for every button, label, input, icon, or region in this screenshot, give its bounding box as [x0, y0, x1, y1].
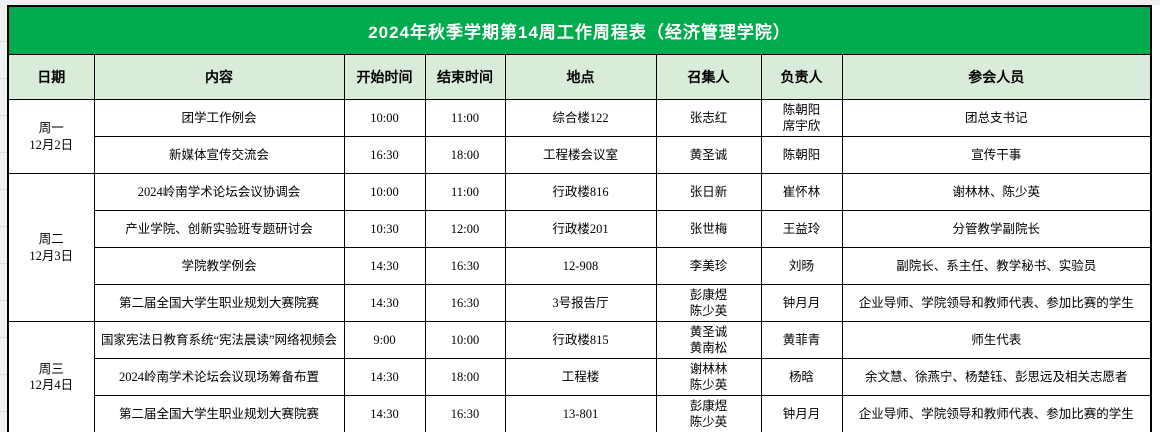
- spreadsheet-top-strip: [0, 0, 1160, 5]
- cell-participants[interactable]: 余文慧、徐燕宁、杨楚钰、彭思远及相关志愿者: [841, 358, 1152, 396]
- cell-participants[interactable]: 企业导师、学院领导和教师代表、参加比赛的学生: [841, 395, 1152, 432]
- schedule-table: 2024年秋季学期第14周工作周程表（经济管理学院） 日期 内容 开始时间 结束时间地…: [7, 5, 1153, 432]
- cell-content[interactable]: 国家宪法日教育系统“宪法晨读”网络视频会: [93, 321, 345, 359]
- cell-participants[interactable]: 团总支书记: [841, 99, 1152, 137]
- date-cell-day2[interactable]: 周二 12月3日: [7, 173, 95, 322]
- schedule-row: 周一 12月2日 团学工作例会 10:00 11:00 综合楼122 张志红 陈朝阳 席宇欣…: [7, 99, 1152, 174]
- cell-end-time[interactable]: 11:00: [424, 99, 506, 137]
- cell-convener[interactable]: 谢林林 陈少英: [655, 358, 762, 396]
- cell-end-time[interactable]: 16:30: [424, 395, 506, 432]
- cell-convener[interactable]: 张世梅: [655, 210, 762, 248]
- date-cell-day3[interactable]: 周三 12月4日: [7, 321, 95, 432]
- cell-location[interactable]: 工程楼会议室: [504, 136, 657, 174]
- cell-leader[interactable]: 钟月月: [760, 395, 843, 432]
- schedule-row: 新媒体宣传交流会 16:30 18:00 工程楼会议室 黄圣诚 陈朝阳 宣传干事: [8, 136, 1152, 174]
- cell-leader[interactable]: 陈朝阳 席宇欣: [760, 99, 843, 137]
- column-header-row: 日期 内容 开始时间 结束时间 地点 召集人 负责人 参会人员: [7, 54, 1152, 100]
- schedule-row: 产业学院、创新实验班专题研讨会 10:30 12:00 行政楼201 张世梅 王益玲 分管教…: [8, 210, 1152, 248]
- cell-convener[interactable]: 李美珍: [655, 247, 762, 285]
- cell-start-time[interactable]: 14:30: [343, 358, 426, 396]
- cell-start-time[interactable]: 10:00: [343, 173, 426, 211]
- cell-participants[interactable]: 分管教学副院长: [841, 210, 1152, 248]
- cell-content[interactable]: 第二届全国大学生职业规划大赛院赛: [93, 284, 345, 322]
- cell-participants[interactable]: 副院长、系主任、教学秘书、实验员: [841, 247, 1152, 285]
- cell-leader[interactable]: 黄菲青: [760, 321, 843, 359]
- cell-start-time[interactable]: 10:00: [343, 99, 426, 137]
- date-cell-day1[interactable]: 周一 12月2日: [7, 99, 95, 174]
- cell-content[interactable]: 产业学院、创新实验班专题研讨会: [93, 210, 345, 248]
- cell-convener[interactable]: 彭康煜 陈少英: [655, 395, 762, 432]
- cell-end-time[interactable]: 12:00: [424, 210, 506, 248]
- cell-participants[interactable]: 宣传干事: [841, 136, 1152, 174]
- cell-location[interactable]: 综合楼122: [504, 99, 657, 137]
- cell-location[interactable]: 行政楼815: [504, 321, 657, 359]
- cell-location[interactable]: 行政楼816: [504, 173, 657, 211]
- title-row: 2024年秋季学期第14周工作周程表（经济管理学院）: [7, 5, 1152, 55]
- schedule-row: 周三 12月4日 国家宪法日教育系统“宪法晨读”网络视频会 9:00 10:00 行政楼…: [7, 321, 1152, 432]
- spreadsheet-right-strip: [1150, 5, 1160, 432]
- cell-location[interactable]: 工程楼: [504, 358, 657, 396]
- cell-convener[interactable]: 黄圣诚: [655, 136, 762, 174]
- column-header-participants[interactable]: 参会人员: [841, 54, 1152, 100]
- schedule-row: 周二 12月3日 2024岭南学术论坛会议协调会 10:00 11:00 行政楼816 张…: [7, 173, 1152, 322]
- column-header-date[interactable]: 日期: [7, 54, 95, 100]
- schedule-row: 第二届全国大学生职业规划大赛院赛 14:30 16:30 13-801 彭康煜 陈少英钟…: [8, 395, 1152, 432]
- cell-content[interactable]: 团学工作例会: [93, 99, 345, 137]
- cell-end-time[interactable]: 18:00: [424, 136, 506, 174]
- cell-participants[interactable]: 企业导师、学院领导和教师代表、参加比赛的学生: [841, 284, 1152, 322]
- spreadsheet-left-gutter: [0, 5, 7, 432]
- table-title[interactable]: 2024年秋季学期第14周工作周程表（经济管理学院）: [7, 5, 1152, 55]
- cell-convener[interactable]: 彭康煜 陈少英: [655, 284, 762, 322]
- cell-location[interactable]: 行政楼201: [504, 210, 657, 248]
- cell-end-time[interactable]: 16:30: [424, 284, 506, 322]
- schedule-row: 2024岭南学术论坛会议现场筹备布置 14:30 18:00 工程楼 谢林林 陈少英 杨晗…: [8, 358, 1152, 396]
- cell-content[interactable]: 2024岭南学术论坛会议协调会: [93, 173, 345, 211]
- column-header-leader[interactable]: 负责人: [760, 54, 843, 100]
- column-header-convener[interactable]: 召集人: [655, 54, 762, 100]
- cell-start-time[interactable]: 14:30: [343, 247, 426, 285]
- cell-participants[interactable]: 师生代表: [841, 321, 1152, 359]
- cell-start-time[interactable]: 16:30: [343, 136, 426, 174]
- cell-content[interactable]: 新媒体宣传交流会: [93, 136, 345, 174]
- schedule-row: 第二届全国大学生职业规划大赛院赛 14:30 16:30 3号报告厅 彭康煜 陈少英 钟月…: [8, 284, 1152, 322]
- cell-start-time[interactable]: 14:30: [343, 284, 426, 322]
- column-header-content[interactable]: 内容: [93, 54, 345, 100]
- cell-participants[interactable]: 谢林林、陈少英: [841, 173, 1152, 211]
- cell-content[interactable]: 2024岭南学术论坛会议现场筹备布置: [93, 358, 345, 396]
- cell-end-time[interactable]: 11:00: [424, 173, 506, 211]
- cell-content[interactable]: 学院教学例会: [93, 247, 345, 285]
- cell-leader[interactable]: 刘旸: [760, 247, 843, 285]
- cell-content[interactable]: 第二届全国大学生职业规划大赛院赛: [93, 395, 345, 432]
- cell-end-time[interactable]: 18:00: [424, 358, 506, 396]
- cell-leader[interactable]: 杨晗: [760, 358, 843, 396]
- cell-convener[interactable]: 张日新: [655, 173, 762, 211]
- cell-leader[interactable]: 钟月月: [760, 284, 843, 322]
- cell-start-time[interactable]: 10:30: [343, 210, 426, 248]
- column-header-location[interactable]: 地点: [504, 54, 657, 100]
- cell-start-time[interactable]: 14:30: [343, 395, 426, 432]
- cell-convener[interactable]: 黄圣诚 黄南松: [655, 321, 762, 359]
- schedule-row: 学院教学例会 14:30 16:30 12-908 李美珍 刘旸 副院长、系主任、教学秘书、…: [8, 247, 1152, 285]
- cell-convener[interactable]: 张志红: [655, 99, 762, 137]
- column-header-start-time[interactable]: 开始时间: [343, 54, 426, 100]
- cell-location[interactable]: 3号报告厅: [504, 284, 657, 322]
- cell-leader[interactable]: 王益玲: [760, 210, 843, 248]
- cell-location[interactable]: 13-801: [504, 395, 657, 432]
- column-header-end-time[interactable]: 结束时间: [424, 54, 506, 100]
- cell-end-time[interactable]: 10:00: [424, 321, 506, 359]
- cell-leader[interactable]: 崔怀林: [760, 173, 843, 211]
- cell-location[interactable]: 12-908: [504, 247, 657, 285]
- cell-leader[interactable]: 陈朝阳: [760, 136, 843, 174]
- cell-start-time[interactable]: 9:00: [343, 321, 426, 359]
- cell-end-time[interactable]: 16:30: [424, 247, 506, 285]
